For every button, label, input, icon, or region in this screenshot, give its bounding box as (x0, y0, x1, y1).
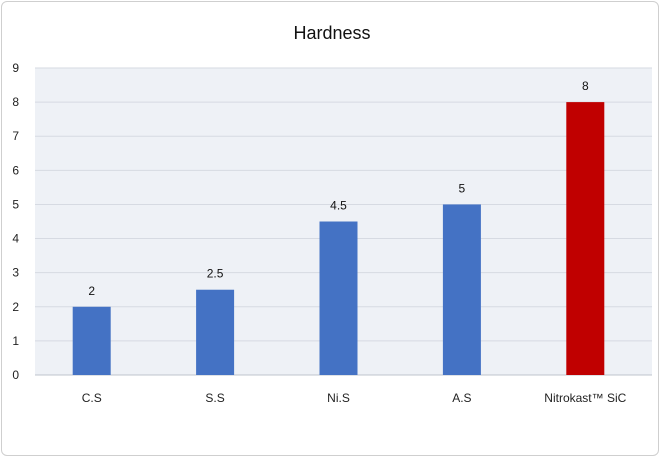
y-axis: 0 1 2 3 4 5 6 7 8 9 (12, 61, 19, 382)
x-tick-label: Nitrokast™ SiC (544, 391, 626, 405)
y-tick-label: 4 (12, 232, 19, 246)
y-tick-label: 9 (12, 61, 19, 75)
y-tick-label: 5 (12, 197, 19, 211)
y-tick-label: 2 (12, 300, 19, 314)
chart-title: Hardness (293, 23, 370, 43)
y-tick-label: 1 (12, 334, 19, 348)
data-label: 2 (88, 284, 95, 298)
y-tick-label: 3 (12, 266, 19, 280)
bar (442, 204, 481, 375)
bar (566, 102, 605, 375)
bar (319, 221, 358, 375)
bar (72, 306, 111, 375)
bar (196, 289, 235, 375)
x-tick-label: C.S (82, 391, 102, 405)
data-label: 5 (459, 181, 466, 195)
y-tick-label: 7 (12, 129, 19, 143)
x-axis: C.S S.S Ni.S A.S Nitrokast™ SiC (82, 391, 627, 405)
data-label: 4.5 (330, 199, 347, 213)
y-tick-label: 6 (12, 163, 19, 177)
x-tick-label: S.S (205, 391, 224, 405)
data-label: 2.5 (207, 267, 224, 281)
y-tick-label: 8 (12, 95, 19, 109)
data-label: 8 (582, 79, 589, 93)
x-tick-label: A.S (452, 391, 471, 405)
x-tick-label: Ni.S (327, 391, 350, 405)
y-tick-label: 0 (12, 368, 19, 382)
bars: 2 2.5 4.5 5 8 (72, 79, 605, 375)
